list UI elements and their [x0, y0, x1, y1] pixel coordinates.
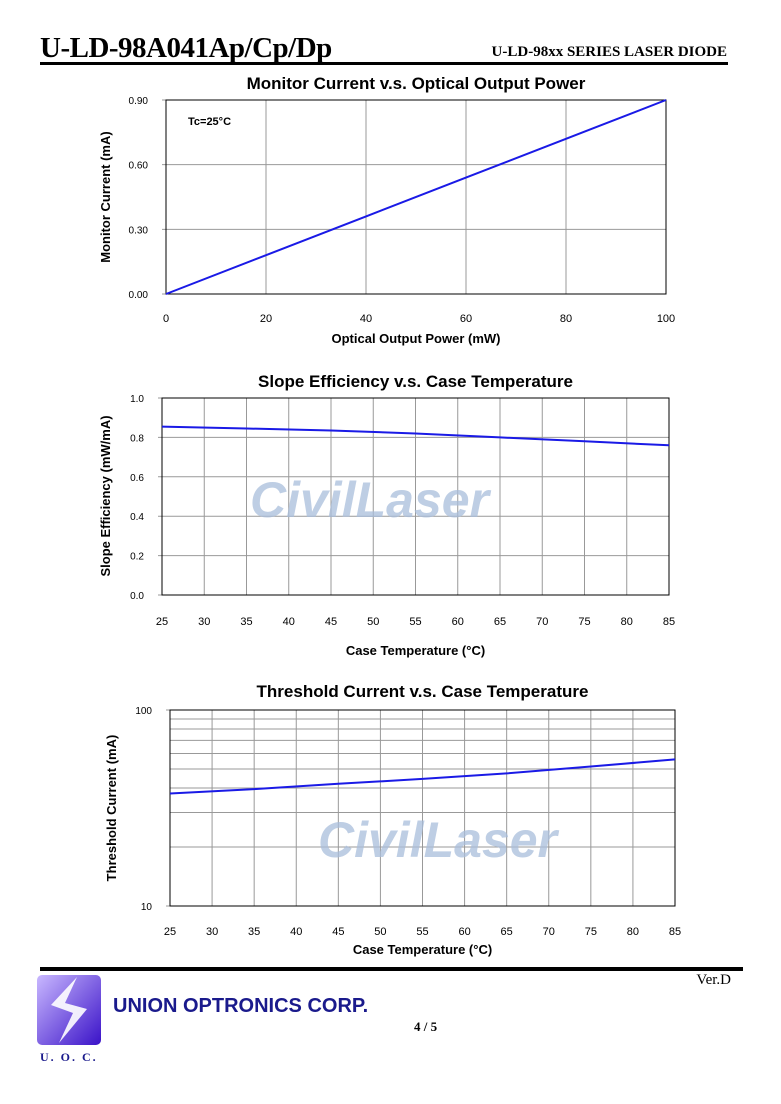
page-number: 4 / 5: [414, 1019, 438, 1034]
x-tick-label: 80: [621, 616, 633, 628]
chart-monitor-current: Monitor Current v.s. Optical Output Powe…: [98, 74, 675, 346]
x-tick-label: 100: [657, 313, 675, 325]
x-tick-label: 60: [458, 926, 470, 938]
x-tick-label: 45: [325, 616, 337, 628]
x-tick-label: 65: [494, 616, 506, 628]
x-tick-label: 55: [416, 926, 428, 938]
y-tick-label: 0.30: [129, 225, 149, 236]
x-tick-label: 20: [260, 313, 272, 325]
y-tick-label: 0.8: [130, 433, 144, 444]
x-tick-label: 75: [585, 926, 597, 938]
x-tick-label: 50: [367, 616, 379, 628]
x-tick-label: 25: [156, 616, 168, 628]
y-axis-label: Monitor Current (mA): [98, 131, 113, 262]
x-tick-label: 55: [409, 616, 421, 628]
x-tick-label: 80: [560, 313, 572, 325]
x-tick-label: 35: [248, 926, 260, 938]
company-name: UNION OPTRONICS CORP.: [113, 995, 369, 1017]
y-tick-label: 100: [135, 706, 152, 717]
y-tick-label: 10: [141, 902, 153, 913]
chart-threshold-current: Threshold Current v.s. Case Temperature 2…: [104, 682, 681, 957]
x-tick-label: 40: [360, 313, 372, 325]
x-tick-label: 50: [374, 926, 386, 938]
watermark: CivilLaser: [250, 472, 490, 528]
x-tick-label: 40: [283, 616, 295, 628]
x-tick-label: 65: [501, 926, 513, 938]
header-divider: [40, 62, 728, 65]
x-axis-label: Optical Output Power (mW): [332, 331, 501, 346]
series-line-0: [161, 425, 670, 447]
x-tick-label: 0: [163, 313, 169, 325]
x-tick-label: 85: [663, 616, 675, 628]
chart-title: Threshold Current v.s. Case Temperature: [257, 682, 589, 701]
plot-frame: [165, 99, 667, 295]
series-title: U-LD-98xx SERIES LASER DIODE: [491, 44, 727, 60]
footer-divider: [40, 967, 743, 971]
x-tick-label: 80: [627, 926, 639, 938]
uoc-logo-icon: [37, 975, 101, 1045]
logo-text: U. O. C.: [40, 1050, 98, 1064]
y-axis-label: Slope Efficiency (mW/mA): [98, 415, 113, 576]
annotation-label: Tc=25°C: [188, 116, 231, 128]
x-tick-label: 60: [460, 313, 472, 325]
x-tick-label: 70: [536, 616, 548, 628]
x-tick-label: 45: [332, 926, 344, 938]
x-axis-label: Case Temperature (°C): [346, 643, 485, 658]
document-title: U-LD-98A041Ap/Cp/Dp: [40, 32, 332, 64]
y-tick-label: 0.60: [129, 161, 149, 172]
x-tick-label: 85: [669, 926, 681, 938]
chart-title: Slope Efficiency v.s. Case Temperature: [258, 372, 573, 391]
series-line-0: [169, 758, 676, 795]
y-tick-label: 0.0: [130, 591, 144, 602]
y-axis-label: Threshold Current (mA): [104, 735, 119, 882]
x-tick-label: 60: [452, 616, 464, 628]
x-axis-label: Case Temperature (°C): [353, 942, 492, 957]
chart-title: Monitor Current v.s. Optical Output Powe…: [247, 74, 586, 93]
y-tick-label: 1.0: [130, 394, 144, 405]
chart-slope-efficiency: Slope Efficiency v.s. Case Temperature 25…: [98, 372, 675, 658]
x-tick-label: 25: [164, 926, 176, 938]
y-tick-label: 0.90: [129, 96, 149, 107]
series-line-0: [165, 99, 667, 295]
plot-frame: [161, 397, 670, 596]
y-tick-label: 0.00: [129, 290, 149, 301]
y-tick-label: 0.2: [130, 552, 144, 563]
x-tick-label: 40: [290, 926, 302, 938]
x-tick-label: 30: [206, 926, 218, 938]
watermark: CivilLaser: [318, 812, 558, 868]
x-tick-label: 35: [240, 616, 252, 628]
x-tick-label: 30: [198, 616, 210, 628]
version: Ver.D: [696, 972, 731, 988]
y-tick-label: 0.6: [130, 473, 144, 484]
plot-frame: [169, 709, 676, 907]
y-tick-label: 0.4: [130, 512, 144, 523]
x-tick-label: 75: [578, 616, 590, 628]
x-tick-label: 70: [543, 926, 555, 938]
